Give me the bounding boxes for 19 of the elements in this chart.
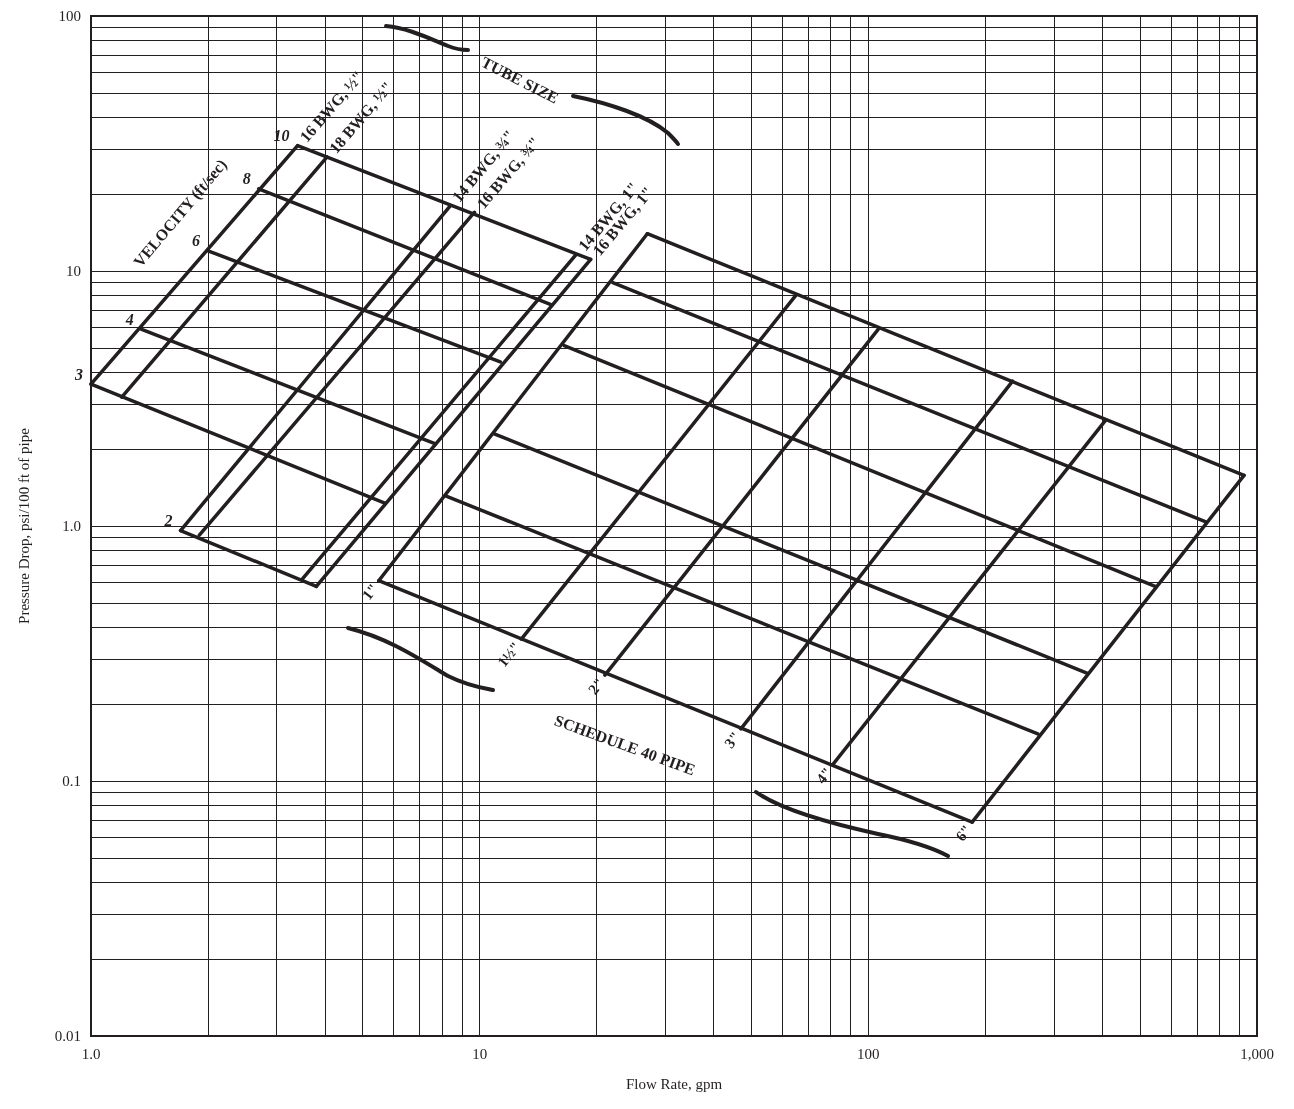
x-tick-label: 100	[857, 1045, 880, 1062]
text: 4"	[812, 764, 836, 787]
series-label: 6	[192, 232, 200, 250]
text: 3"	[721, 728, 744, 752]
x-tick-label: 1.0	[81, 1045, 101, 1062]
y-axis-title: Pressure Drop, psi/100 ft of pipe	[15, 427, 32, 624]
x-tick-label: 1,000	[1240, 1045, 1274, 1062]
y-tick-label: 0.1	[62, 773, 81, 789]
y-tick-label: 100	[58, 8, 81, 24]
y-tick-label: 0.01	[54, 1028, 81, 1044]
series-label: 2	[163, 512, 173, 530]
x-axis-title: Flow Rate, gpm	[625, 1075, 723, 1092]
y-tick-label: 1.0	[62, 518, 81, 534]
y-tick-label: 10	[66, 263, 81, 279]
series-label: 8	[242, 170, 251, 188]
x-tick-label: 10	[472, 1045, 488, 1062]
series-label: 3	[74, 365, 83, 383]
series-label: 4	[124, 310, 134, 328]
text: 1"	[359, 580, 382, 603]
